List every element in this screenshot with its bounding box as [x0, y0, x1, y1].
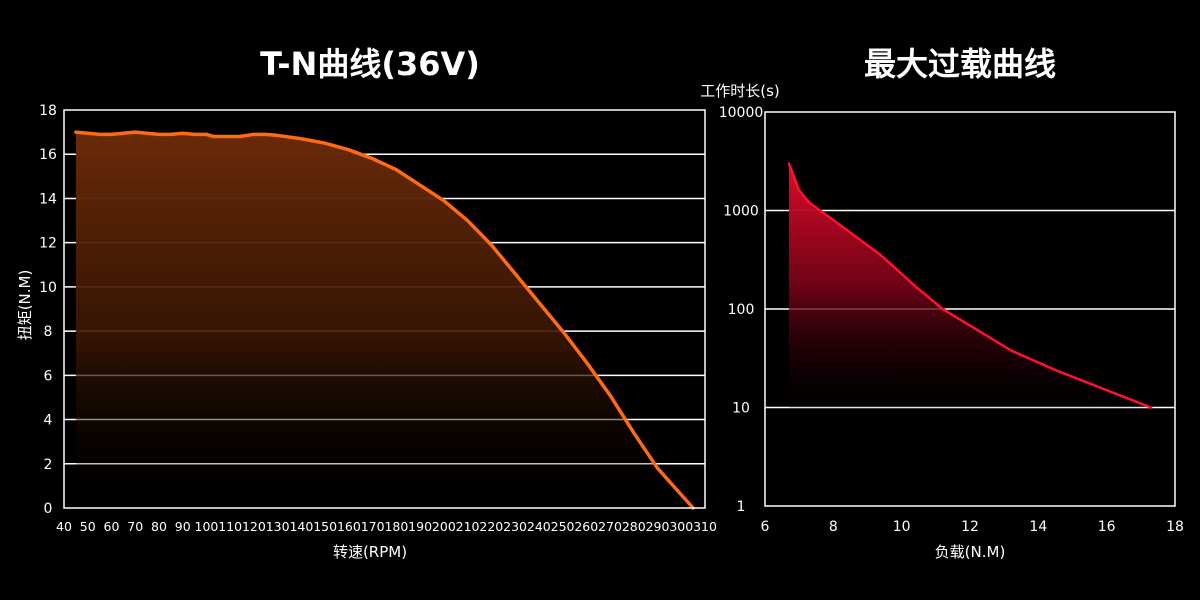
ol-y-tick-labels: 1 10 100 1000 10000	[719, 105, 764, 515]
x-tick-label: 110	[218, 519, 242, 534]
x-tick-label: 160	[337, 519, 361, 534]
series-line	[74, 130, 695, 510]
tn-y-tick-labels: 0 2 4 6 8 10 12 14 16 18	[39, 103, 57, 517]
x-tick-label: 260	[574, 519, 598, 534]
chart-title-overload: 最大过载曲线	[864, 45, 1056, 83]
x-tick-label: 60	[104, 519, 120, 534]
x-tick-label: 40	[56, 519, 72, 534]
y-tick-label: 14	[39, 191, 57, 207]
x-tick-label: 130	[266, 519, 290, 534]
x-axis-label: 转速(RPM)	[333, 543, 407, 561]
ol-x-tick-labels: 6 8 10 12 14 16 18	[761, 519, 1184, 535]
ol-series	[787, 162, 1153, 409]
ol-plot-border	[764, 111, 1176, 507]
y-tick-label: 2	[44, 457, 53, 473]
x-tick-label: 240	[527, 519, 551, 534]
y-tick-label: 10	[732, 401, 750, 417]
x-tick-label: 280	[622, 519, 646, 534]
x-tick-label: 200	[432, 519, 456, 534]
y-tick-label: 8	[44, 324, 53, 340]
y-tick-label: 6	[44, 368, 53, 384]
x-tick-label: 18	[1166, 519, 1184, 535]
x-tick-label: 120	[242, 519, 266, 534]
x-tick-label: 150	[313, 519, 337, 534]
x-tick-label: 170	[361, 519, 385, 534]
x-tick-label: 6	[761, 519, 770, 535]
series-area	[788, 163, 1152, 408]
y-tick-label: 100	[728, 302, 755, 318]
x-tick-label: 300	[669, 519, 693, 534]
y-axis-label: 扭矩(N.M)	[16, 270, 34, 341]
x-tick-label: 90	[175, 519, 191, 534]
x-tick-label: 8	[829, 519, 838, 535]
y-tick-label: 1000	[723, 204, 759, 220]
y-tick-label: 1	[737, 499, 746, 515]
y-tick-label: 18	[39, 103, 57, 119]
x-tick-label: 290	[646, 519, 670, 534]
y-tick-label: 10	[39, 280, 57, 296]
x-tick-label: 210	[456, 519, 480, 534]
x-tick-label: 230	[503, 519, 527, 534]
x-tick-label: 180	[384, 519, 408, 534]
y-axis-label-overload: 工作时长(s)	[700, 82, 780, 100]
x-tick-label: 50	[80, 519, 96, 534]
x-tick-label: 140	[289, 519, 313, 534]
x-axis-label-overload: 负载(N.M)	[935, 543, 1006, 561]
series-line	[787, 162, 1153, 409]
x-tick-label: 220	[479, 519, 503, 534]
tn-x-tick-labels: 40 50 60 70 80 90 100 110 120 130 140 150 160 170 180 1…	[56, 519, 717, 534]
chart-title: T-N曲线(36V)	[260, 45, 480, 83]
x-tick-label: 270	[598, 519, 622, 534]
y-tick-label: 16	[39, 147, 57, 163]
x-tick-label: 100	[195, 519, 219, 534]
x-tick-label: 14	[1029, 519, 1047, 535]
y-tick-label: 10000	[719, 105, 764, 121]
y-tick-label: 12	[39, 236, 57, 252]
x-tick-label: 310	[693, 519, 717, 534]
y-tick-label: 0	[44, 501, 53, 517]
tn-plot-border	[63, 109, 706, 509]
series-area	[75, 132, 694, 508]
y-tick-label: 4	[44, 413, 53, 429]
x-tick-label: 80	[151, 519, 167, 534]
x-tick-label: 12	[961, 519, 979, 535]
x-tick-label: 190	[408, 519, 432, 534]
x-tick-label: 250	[551, 519, 575, 534]
x-tick-label: 16	[1098, 519, 1116, 535]
x-tick-label: 70	[127, 519, 143, 534]
tn-series	[74, 130, 695, 510]
x-tick-label: 10	[893, 519, 911, 535]
